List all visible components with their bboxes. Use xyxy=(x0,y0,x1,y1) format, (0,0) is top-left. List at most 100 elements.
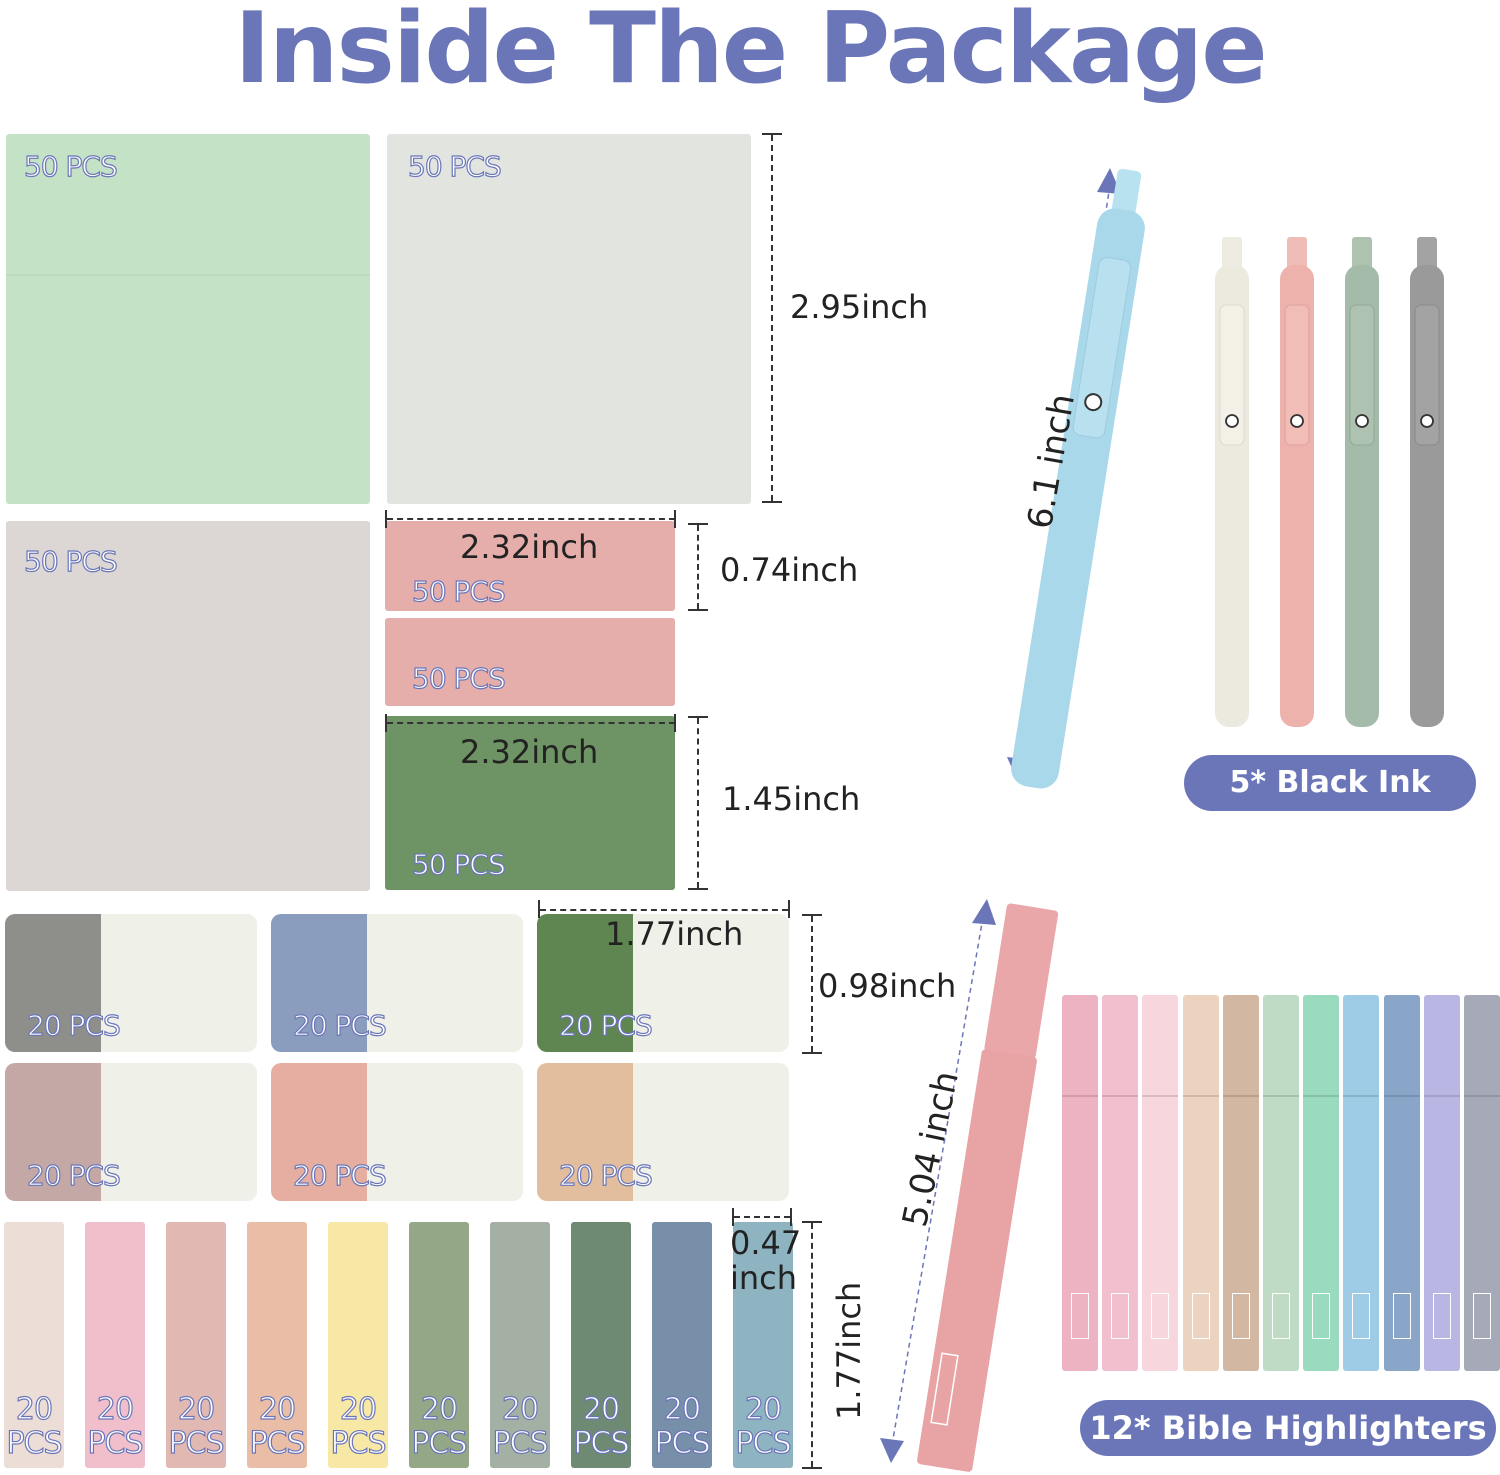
flag-color-strip xyxy=(537,1063,633,1201)
tab-unit: PCS xyxy=(573,1426,630,1461)
flag-color-strip xyxy=(537,914,633,1052)
small-pens xyxy=(1215,237,1444,727)
flag-white-area xyxy=(101,914,257,1052)
dimension-label: 1.77inch xyxy=(605,915,744,953)
brand-logo-icon xyxy=(1272,1293,1290,1339)
index-tab: 20 PCS xyxy=(733,1222,793,1468)
dimension-tick xyxy=(385,510,387,528)
brand-logo-icon xyxy=(1352,1293,1371,1339)
dimension-line xyxy=(697,525,699,609)
pcs-label: 50 PCS xyxy=(411,661,506,695)
arrow-down-icon xyxy=(880,1438,904,1463)
tab-unit: PCS xyxy=(735,1426,792,1461)
brand-logo-icon xyxy=(1312,1293,1331,1339)
highlighter-cap-line xyxy=(1102,1095,1139,1097)
pcs-label: 50 PCS xyxy=(411,847,506,881)
pen-sage xyxy=(1345,237,1379,727)
flag-white-area xyxy=(633,914,789,1052)
sticky-note-small-green xyxy=(385,716,675,890)
index-tab: 20 PCS xyxy=(652,1222,712,1468)
dimension-label: 2.32inch xyxy=(460,528,599,566)
index-tab: 20 PCS xyxy=(571,1222,631,1468)
highlighter xyxy=(1263,995,1299,1371)
pen-gray xyxy=(1410,237,1444,727)
highlighter-cap-line xyxy=(1423,1095,1460,1097)
pen-clicker xyxy=(1111,168,1142,221)
page-flag xyxy=(271,914,523,1052)
pcs-label: 50 PCS xyxy=(23,149,118,183)
dimension-tick xyxy=(688,716,708,718)
highlighter-cap-line xyxy=(1142,1095,1179,1097)
highlighter-cap-line xyxy=(1263,1095,1299,1097)
highlighter-cap-line xyxy=(1464,1095,1500,1097)
sticky-note-small-pink xyxy=(385,618,675,706)
pcs-label: 20 PCS xyxy=(292,1158,387,1192)
pens-illustration xyxy=(1007,168,1145,789)
brand-logo-icon xyxy=(1231,1293,1250,1339)
highlighter-illustration xyxy=(880,899,1059,1472)
pcs-label: 20 PCS xyxy=(292,1008,387,1042)
highlighter-cap-line xyxy=(1182,1095,1219,1097)
dimension-line xyxy=(811,916,813,1052)
tab-count: 20 xyxy=(420,1392,458,1427)
arrow-up-icon xyxy=(972,899,996,925)
pen-clip xyxy=(1072,257,1132,439)
tab-unit: PCS xyxy=(6,1426,63,1461)
page-flag xyxy=(537,1063,789,1201)
dimension-line xyxy=(540,909,788,911)
dimension-tick xyxy=(788,900,790,918)
dimension-line xyxy=(811,1223,813,1467)
brand-logo-icon xyxy=(1151,1293,1170,1339)
dimension-tick xyxy=(802,1052,822,1054)
page-flag xyxy=(537,914,789,1052)
tab-unit: PCS xyxy=(330,1426,387,1461)
tab-count: 20 xyxy=(501,1392,539,1427)
tab-count: 20 xyxy=(15,1392,53,1427)
dimension-label: inch xyxy=(730,1259,798,1297)
pcs-label: 50 PCS xyxy=(23,544,118,578)
dimension-tick xyxy=(688,523,708,525)
index-tab: 20 PCS xyxy=(409,1222,469,1468)
dimension-line xyxy=(387,722,675,724)
pcs-label: 20 PCS xyxy=(558,1008,653,1042)
tab-count: 20 xyxy=(258,1392,296,1427)
flag-white-area xyxy=(633,1063,789,1201)
brand-logo-icon xyxy=(1473,1293,1491,1339)
highlighter-cap-line xyxy=(1222,1095,1259,1097)
tab-unit: PCS xyxy=(411,1426,468,1461)
flag-color-strip xyxy=(271,914,367,1052)
dimension-tick xyxy=(762,501,782,503)
dimension-tick xyxy=(732,1208,734,1226)
pen-pink xyxy=(1280,237,1314,727)
dimension-tick xyxy=(674,714,676,732)
tab-count: 20 xyxy=(744,1392,782,1427)
pen-cream xyxy=(1215,237,1249,727)
dimension-label: 2.32inch xyxy=(460,733,599,771)
tab-count: 20 xyxy=(582,1392,620,1427)
tab-unit: PCS xyxy=(249,1426,306,1461)
highlighter xyxy=(1343,995,1380,1371)
arrow-up-icon xyxy=(1097,168,1121,194)
dimension-tick xyxy=(385,714,387,732)
tab-count: 20 xyxy=(96,1392,134,1427)
tab-count: 20 xyxy=(177,1392,215,1427)
dimension-tick xyxy=(538,900,540,918)
brand-logo-icon xyxy=(1111,1293,1130,1339)
dimension-line xyxy=(734,1216,790,1218)
brand-logo-icon xyxy=(1392,1293,1411,1339)
dimension-label: 2.95inch xyxy=(790,288,929,326)
highlighter xyxy=(1383,995,1420,1371)
dimension-line xyxy=(771,135,773,501)
highlighter-cap-line xyxy=(1303,1095,1340,1097)
page-flag xyxy=(5,1063,257,1201)
dimension-tick xyxy=(688,888,708,890)
dimension-line xyxy=(387,518,675,520)
dimension-tick xyxy=(762,133,782,135)
flag-white-area xyxy=(367,1063,523,1201)
dimension-tick xyxy=(802,914,822,916)
dimension-label: 0.74inch xyxy=(720,551,859,589)
highlighter xyxy=(1062,995,1098,1371)
brand-logo-icon xyxy=(1432,1293,1451,1339)
tab-unit: PCS xyxy=(654,1426,711,1461)
index-tab: 20 PCS xyxy=(247,1222,307,1468)
